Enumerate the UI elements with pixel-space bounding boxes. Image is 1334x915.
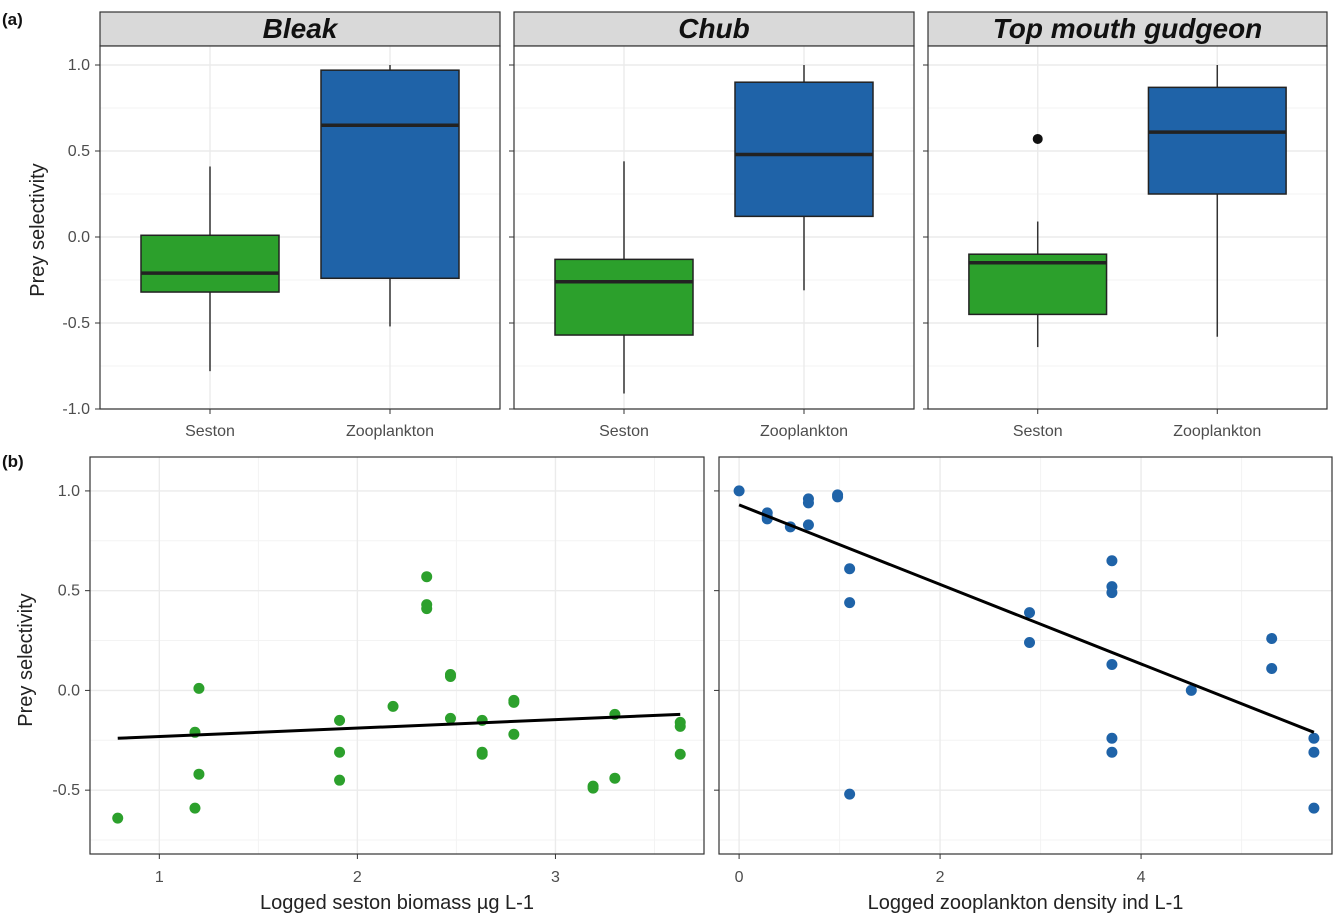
outlier-point [1032, 133, 1043, 144]
data-point [387, 700, 399, 712]
data-point [802, 497, 814, 509]
data-point [334, 774, 346, 786]
plot-background [719, 457, 1332, 854]
box-seston [140, 234, 280, 293]
data-point [421, 603, 433, 615]
panel-label-a: (a) [2, 10, 23, 29]
data-point [1308, 732, 1320, 744]
plot-border [513, 45, 915, 410]
facet-title: Top mouth gudgeon [993, 13, 1263, 44]
data-point [1308, 746, 1320, 758]
data-point [1106, 732, 1118, 744]
y-tick-label: 1.0 [68, 57, 90, 74]
x-tick-label: 4 [1137, 869, 1146, 886]
facet-chub: Chub Seston Zooplankton [509, 11, 915, 440]
data-point [674, 748, 686, 760]
y-tick-label: 0.5 [68, 143, 90, 160]
data-point [189, 802, 201, 814]
y-tick-label: 0.5 [58, 583, 80, 600]
y-tick-label: 0.0 [68, 229, 90, 246]
data-point [1106, 587, 1118, 599]
data-point [587, 782, 599, 794]
plot-border [718, 456, 1333, 855]
x-tick-label: Seston [185, 423, 235, 440]
facet-bleak: Bleak Seston Zooplankton 1.0 0.5 0.0 -0.5 -1.0 [62, 11, 501, 440]
data-point [334, 714, 346, 726]
box-zooplankton [1147, 86, 1287, 195]
y-tick-label: 1.0 [58, 483, 80, 500]
data-point [193, 768, 205, 780]
regression-line [738, 503, 1315, 734]
box-zooplankton [734, 81, 874, 218]
data-point [421, 571, 433, 583]
data-point [444, 712, 456, 724]
y-tick-label: -0.5 [52, 782, 80, 799]
data-point [844, 788, 856, 800]
scatter-zooplankton: 0 2 4 Logged zooplankton density ind L-1 [714, 456, 1333, 914]
x-tick-label: Zooplankton [760, 423, 848, 440]
panel-label-b: (b) [2, 452, 24, 471]
data-point [832, 491, 844, 503]
plot-border [99, 45, 501, 410]
x-tick-label: Seston [599, 423, 649, 440]
data-point [1106, 658, 1118, 670]
y-tick-label: 0.0 [58, 682, 80, 699]
data-point [844, 563, 856, 575]
x-tick-label: 3 [551, 869, 560, 886]
x-tick-label: 0 [735, 869, 744, 886]
facet-strip [99, 11, 501, 47]
y-tick-label: -1.0 [62, 401, 90, 418]
regression-line [117, 712, 681, 740]
data-point [1106, 746, 1118, 758]
facet-top-mouth-gudgeon: Top mouth gudgeon Seston Zooplankton [923, 11, 1328, 440]
data-point [193, 682, 205, 694]
facet-strip [927, 11, 1328, 47]
plot-border [927, 45, 1328, 410]
x-tick-label: 2 [936, 869, 945, 886]
plot-background [90, 457, 704, 854]
data-point [112, 812, 124, 824]
y-tick-label: -0.5 [62, 315, 90, 332]
data-point [476, 746, 488, 758]
box-zooplankton [320, 69, 460, 280]
x-tick-label: Zooplankton [346, 423, 434, 440]
x-tick-label: 1 [155, 869, 164, 886]
data-point [508, 694, 520, 706]
y-axis-title-b: Prey selectivity [15, 593, 37, 726]
data-point [802, 519, 814, 531]
data-point [1024, 607, 1036, 619]
facet-strip [513, 11, 915, 47]
data-point [1266, 662, 1278, 674]
data-point [444, 670, 456, 682]
data-point [1308, 802, 1320, 814]
x-tick-label: 2 [353, 869, 362, 886]
box-seston [554, 258, 694, 336]
data-point [733, 485, 745, 497]
data-point [508, 728, 520, 740]
data-point [1106, 555, 1118, 567]
plot-border [89, 456, 705, 855]
facet-title: Bleak [263, 13, 339, 44]
data-point [334, 746, 346, 758]
data-point [844, 597, 856, 609]
facet-title: Chub [678, 13, 750, 44]
x-axis-title: Logged zooplankton density ind L-1 [868, 892, 1184, 914]
y-axis-title-a: Prey selectivity [27, 163, 49, 296]
x-axis-title: Logged seston biomass µg L-1 [260, 892, 534, 914]
data-point [1024, 637, 1036, 649]
data-point [1266, 633, 1278, 645]
data-point [674, 720, 686, 732]
x-tick-label: Seston [1013, 423, 1063, 440]
data-point [609, 772, 621, 784]
data-point [1185, 684, 1197, 696]
scatter-seston: 1 2 3 1.0 0.5 0.0 -0.5 Logged seston biomass µg… [52, 456, 705, 914]
x-tick-label: Zooplankton [1173, 423, 1261, 440]
